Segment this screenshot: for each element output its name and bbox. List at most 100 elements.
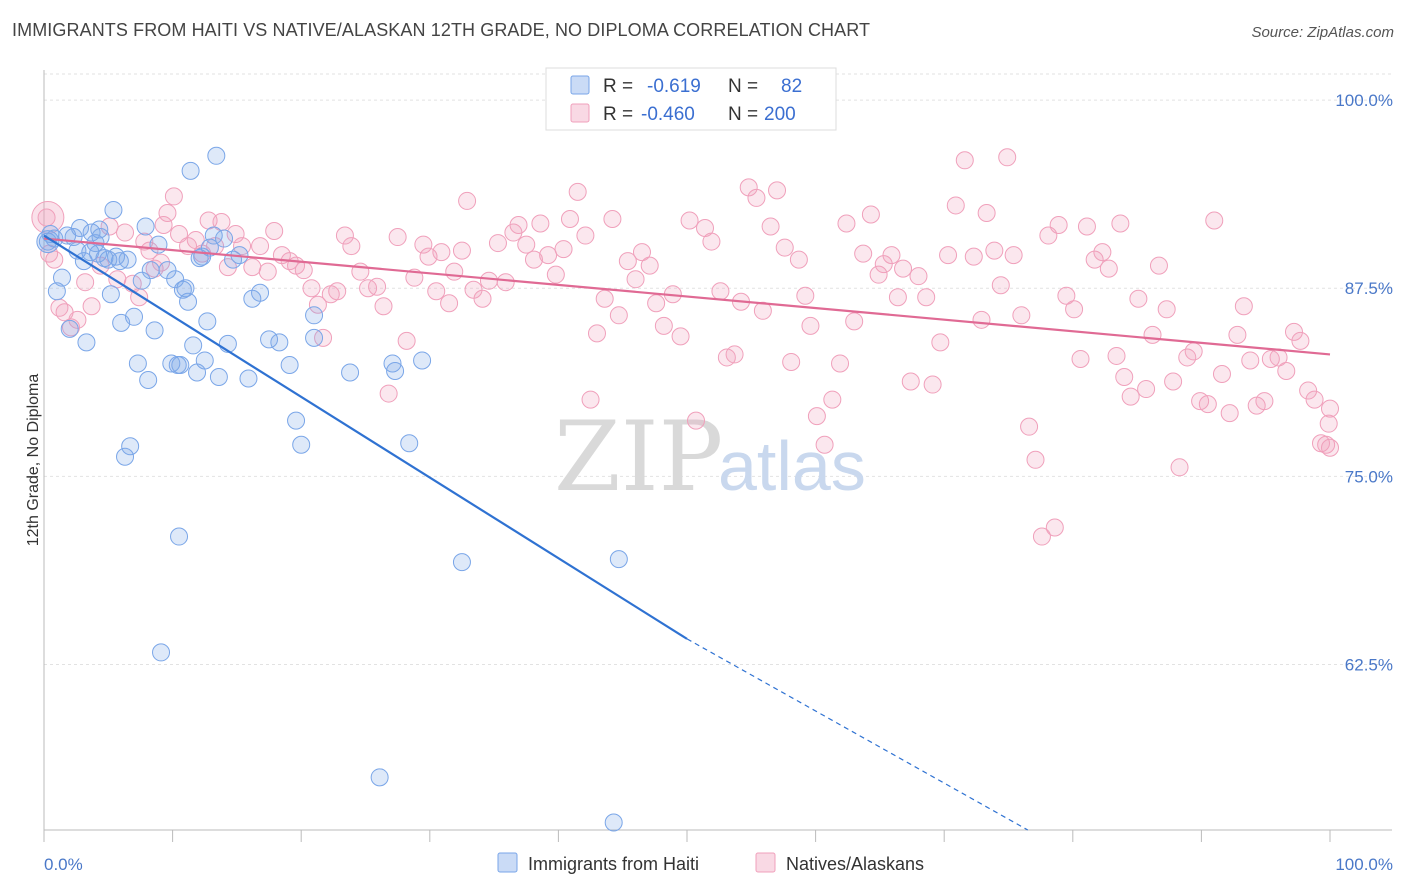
natives-point	[985, 241, 1004, 260]
natives-point	[807, 407, 826, 426]
haiti-point	[413, 351, 432, 370]
natives-point	[82, 297, 101, 316]
haiti-point	[71, 219, 90, 238]
natives-point	[539, 246, 558, 265]
natives-point	[823, 390, 842, 409]
natives-point	[739, 178, 758, 197]
natives-point	[654, 316, 673, 335]
natives-point	[1284, 322, 1303, 341]
x-tick-label-min: 0.0%	[44, 855, 83, 874]
haiti-point	[110, 252, 129, 271]
haiti-point	[91, 228, 110, 247]
natives-point	[1020, 417, 1039, 436]
natives-point	[1099, 259, 1118, 278]
natives-point	[845, 312, 864, 331]
x-tick-label-max: 100.0%	[1335, 855, 1393, 874]
natives-point	[452, 241, 471, 260]
axes	[43, 70, 1392, 842]
haiti-point	[198, 312, 217, 331]
natives-point	[1220, 404, 1239, 423]
legend-r-value-natives: -0.460	[641, 104, 695, 125]
natives-point	[1111, 214, 1130, 233]
haiti-point	[209, 368, 228, 387]
natives-point	[568, 182, 587, 201]
natives-point	[955, 151, 974, 170]
natives-point	[405, 268, 424, 287]
natives-point	[1277, 361, 1296, 380]
haiti-point	[181, 161, 200, 180]
y-tick-label: 87.5%	[1345, 279, 1393, 298]
natives-point	[76, 273, 95, 292]
natives-point	[1299, 381, 1318, 400]
natives-point	[775, 238, 794, 257]
natives-point	[308, 295, 327, 314]
natives-point	[782, 352, 801, 371]
natives-point	[1057, 286, 1076, 305]
grid-lines	[44, 73, 1392, 665]
natives-point	[488, 234, 507, 253]
natives-point	[1241, 351, 1260, 370]
haiti-point	[239, 369, 258, 388]
natives-point	[359, 279, 378, 298]
natives-point	[152, 253, 171, 272]
natives-point	[328, 282, 347, 301]
haiti-point	[132, 271, 151, 290]
haiti-point	[280, 355, 299, 374]
haiti-point	[47, 282, 66, 301]
legend-swatch-haiti	[570, 75, 590, 95]
haiti-point	[215, 229, 234, 248]
watermark-zip: ZIP	[554, 401, 723, 513]
natives-point	[135, 232, 154, 251]
natives-point	[1149, 256, 1168, 275]
natives-point	[917, 288, 936, 307]
natives-point	[1077, 217, 1096, 236]
natives-points	[31, 148, 1339, 546]
natives-point	[1121, 387, 1140, 406]
natives-point	[509, 216, 528, 235]
top-legend: R = -0.619 N = 82 R = -0.460 N = 200	[545, 67, 837, 131]
watermark-atlas: atlas	[718, 427, 866, 505]
haiti-point	[341, 363, 360, 382]
legend-n-label-haiti: N =	[728, 76, 758, 97]
natives-point	[397, 331, 416, 350]
natives-point	[116, 223, 135, 242]
haiti-point-large	[36, 230, 60, 254]
natives-point	[595, 289, 614, 308]
haiti-point	[270, 333, 289, 352]
haiti-point	[101, 285, 120, 304]
haiti-point	[116, 447, 135, 466]
natives-point	[479, 271, 498, 290]
natives-point	[251, 237, 270, 256]
haiti-point	[305, 306, 324, 325]
bottom-legend-label-haiti: Immigrants from Haiti	[528, 854, 699, 874]
haiti-point	[251, 283, 270, 302]
bottom-legend: Immigrants from Haiti Natives/Alaskans	[497, 852, 924, 874]
legend-r-value-haiti: -0.619	[647, 76, 701, 97]
haiti-point	[90, 220, 109, 239]
natives-point	[587, 324, 606, 343]
natives-point	[964, 247, 983, 266]
natives-point	[725, 345, 744, 364]
natives-point	[560, 209, 579, 228]
natives-point	[1305, 390, 1324, 409]
natives-point	[1093, 243, 1112, 262]
haiti-point	[179, 292, 198, 311]
natives-point	[647, 294, 666, 313]
natives-point	[342, 237, 361, 256]
legend-r-label-haiti: R =	[603, 76, 633, 97]
natives-point	[939, 246, 958, 265]
haiti-point	[77, 333, 96, 352]
natives-point	[761, 217, 780, 236]
natives-point	[496, 273, 515, 292]
natives-point	[882, 246, 901, 265]
haiti-trend-extension	[686, 638, 1029, 831]
natives-point	[671, 327, 690, 346]
natives-point	[837, 214, 856, 233]
natives-point	[768, 181, 787, 200]
natives-point	[379, 384, 398, 403]
haiti-point	[609, 550, 628, 569]
natives-point	[1129, 289, 1148, 308]
legend-box	[545, 67, 837, 131]
y-tick-labels: 62.5% 75.0% 87.5% 100.0%	[1335, 91, 1393, 674]
y-tick-label: 75.0%	[1345, 467, 1393, 486]
